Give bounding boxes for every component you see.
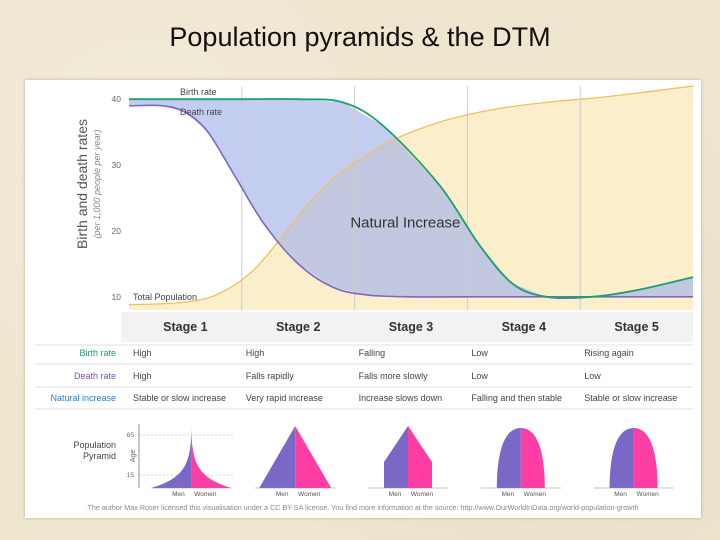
row-death-rate-stage-1: High <box>133 371 152 381</box>
pyramid-stage-1-women <box>191 426 232 488</box>
stage-label-2: Stage 2 <box>276 320 321 334</box>
slide-title: Population pyramids & the DTM <box>169 22 551 52</box>
pyramid-stage-3-women <box>408 426 432 488</box>
row-birth-rate-stage-4: Low <box>471 348 488 358</box>
row-label-death-rate: Death rate <box>74 371 116 381</box>
row-death-rate-stage-4: Low <box>471 371 488 381</box>
pyramid-stage-1-men-label: Men <box>172 491 185 498</box>
pyramid-stage-2-men <box>259 426 296 488</box>
series-label-death-rate: Death rate <box>180 107 222 117</box>
series-label-total-population: Total Population <box>133 292 197 302</box>
natural-increase-annotation: Natural Increase <box>350 215 460 232</box>
pyramid-stage-1-men <box>151 426 192 488</box>
pyramid-age-label: Age <box>130 450 137 463</box>
pyramid-label-line-1: Population <box>73 440 116 450</box>
pyramid-stage-2-women <box>295 426 332 488</box>
series-line-birth-rate <box>129 98 694 299</box>
pyramid-stage-2-women-label: Women <box>298 491 321 498</box>
pyramid-stage-5-men <box>609 428 634 488</box>
row-natural-increase-stage-3: Increase slows down <box>359 393 443 403</box>
pyramid-stage-3-women-label: Women <box>411 491 434 498</box>
row-label-birth-rate: Birth rate <box>79 348 116 358</box>
stage-label-1: Stage 1 <box>163 320 208 334</box>
row-birth-rate-stage-2: High <box>246 348 265 358</box>
y-tick-label-40: 40 <box>112 94 122 104</box>
pyramid-label-line-2: Pyramid <box>83 451 116 461</box>
stage-header-band <box>121 312 693 342</box>
pyramid-age-tick-65: 65 <box>127 432 135 439</box>
pyramid-stage-5-women <box>633 428 658 488</box>
y-tick-label-10: 10 <box>112 292 122 302</box>
pyramid-age-tick-15: 15 <box>127 472 135 479</box>
series-label-birth-rate: Birth rate <box>180 87 217 97</box>
y-axis-sublabel: (per 1,000 people per year) <box>92 129 102 238</box>
row-label-natural-increase: Natural increase <box>50 393 116 403</box>
y-tick-label-30: 30 <box>112 160 122 170</box>
pyramid-stage-4-men-label: Men <box>501 491 514 498</box>
pyramid-stage-2-men-label: Men <box>276 491 289 498</box>
row-death-rate-stage-3: Falls more slowly <box>359 371 429 381</box>
row-natural-increase-stage-4: Falling and then stable <box>471 393 562 403</box>
row-natural-increase-stage-5: Stable or slow increase <box>584 393 677 403</box>
dtm-chart: 10 20 30 40 Birth and death rates (per 1,000 … <box>35 85 694 512</box>
y-axis-label: Birth and death rates <box>74 119 90 249</box>
credit-line: The author Max Roser licensed this visua… <box>88 503 639 512</box>
row-birth-rate-stage-5: Rising again <box>584 348 634 358</box>
series-line-total-population <box>128 85 694 306</box>
stage-label-5: Stage 5 <box>614 320 659 334</box>
y-tick-label-20: 20 <box>112 226 122 236</box>
pyramid-stage-3-men-label: Men <box>389 491 402 498</box>
row-death-rate-stage-5: Low <box>584 371 601 381</box>
stage-label-4: Stage 4 <box>502 320 547 334</box>
row-natural-increase-stage-1: Stable or slow increase <box>133 393 226 403</box>
stage-label-3: Stage 3 <box>389 320 434 334</box>
row-birth-rate-stage-1: High <box>133 348 152 358</box>
pyramid-stage-3-men <box>384 426 408 488</box>
row-birth-rate-stage-3: Falling <box>359 348 386 358</box>
pyramid-stage-5-men-label: Men <box>614 491 627 498</box>
dtm-figure: 10 20 30 40 Birth and death rates (per 1,000 … <box>25 80 701 518</box>
row-natural-increase-stage-2: Very rapid increase <box>246 393 323 403</box>
series-line-death-rate <box>128 104 693 298</box>
natural-increase-area <box>129 99 693 297</box>
pyramid-stage-5-women-label: Women <box>636 491 659 498</box>
pyramid-stage-4-women <box>520 428 545 488</box>
pyramid-stage-1-women-label: Women <box>194 491 217 498</box>
pyramid-stage-4-women-label: Women <box>524 491 547 498</box>
pyramid-stage-4-men <box>496 428 521 488</box>
row-death-rate-stage-2: Falls rapidly <box>246 371 295 381</box>
